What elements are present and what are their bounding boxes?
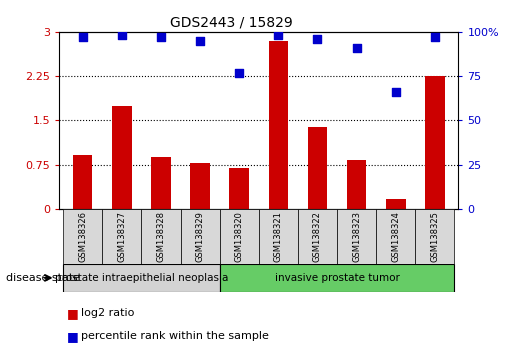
Text: GSM138324: GSM138324 (391, 211, 400, 262)
Bar (425, 76, 444, 209)
FancyBboxPatch shape (142, 209, 181, 264)
Text: log2 ratio: log2 ratio (81, 308, 135, 318)
FancyBboxPatch shape (220, 264, 454, 292)
FancyBboxPatch shape (63, 264, 220, 292)
Text: percentile rank within the sample: percentile rank within the sample (81, 331, 269, 341)
Text: GSM138327: GSM138327 (117, 211, 126, 262)
Bar (112, 105, 132, 209)
FancyBboxPatch shape (102, 209, 142, 264)
Bar (191, 163, 210, 209)
FancyBboxPatch shape (415, 209, 454, 264)
Text: GSM138329: GSM138329 (196, 211, 204, 262)
Text: prostate intraepithelial neoplasia: prostate intraepithelial neoplasia (55, 273, 228, 283)
Bar (386, 199, 405, 209)
Bar (268, 41, 288, 209)
Text: ■: ■ (67, 307, 79, 320)
Point (431, 34, 439, 40)
FancyBboxPatch shape (337, 209, 376, 264)
Point (313, 36, 321, 42)
Text: GSM138328: GSM138328 (157, 211, 165, 262)
FancyBboxPatch shape (259, 209, 298, 264)
Bar (307, 127, 327, 209)
Text: GSM138325: GSM138325 (431, 211, 439, 262)
Bar (73, 155, 93, 209)
FancyBboxPatch shape (298, 209, 337, 264)
FancyBboxPatch shape (181, 209, 220, 264)
FancyBboxPatch shape (220, 209, 259, 264)
Point (79, 34, 87, 40)
Point (235, 70, 244, 75)
Text: ■: ■ (67, 330, 79, 343)
Text: GSM138323: GSM138323 (352, 211, 361, 262)
Point (274, 33, 282, 38)
Point (352, 45, 360, 51)
Point (196, 38, 204, 44)
Text: GSM138322: GSM138322 (313, 211, 322, 262)
FancyBboxPatch shape (376, 209, 415, 264)
Bar (347, 160, 366, 209)
Point (118, 33, 126, 38)
Text: GSM138320: GSM138320 (235, 211, 244, 262)
Point (391, 89, 400, 95)
Text: invasive prostate tumor: invasive prostate tumor (274, 273, 400, 283)
Bar (151, 157, 171, 209)
Text: GSM138321: GSM138321 (274, 211, 283, 262)
Text: GSM138326: GSM138326 (78, 211, 87, 262)
Bar (230, 167, 249, 209)
Point (157, 34, 165, 40)
Text: disease state: disease state (6, 273, 80, 283)
FancyBboxPatch shape (63, 209, 102, 264)
Text: GDS2443 / 15829: GDS2443 / 15829 (170, 16, 293, 30)
